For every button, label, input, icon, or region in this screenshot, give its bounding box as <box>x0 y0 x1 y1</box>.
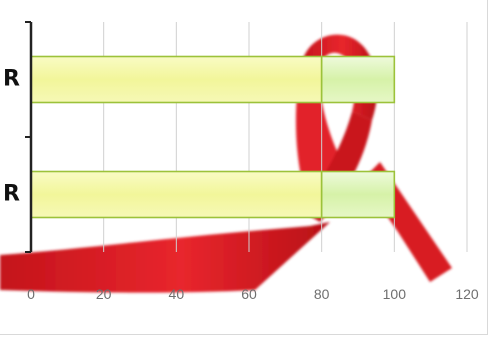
bar-segment <box>320 55 396 104</box>
bar-segment <box>320 170 396 219</box>
category-label: R <box>3 182 20 207</box>
x-tick-label: 60 <box>241 286 257 302</box>
x-tick-label: 80 <box>314 286 330 302</box>
x-tick-label: 0 <box>27 286 35 302</box>
bars <box>30 55 396 219</box>
bar-segment <box>30 55 323 104</box>
category-labels: RR <box>3 67 20 207</box>
x-tick-label: 100 <box>383 286 407 302</box>
x-tick-labels: 0 20 40 60 80 100 120 <box>27 286 479 302</box>
category-label: R <box>3 67 20 92</box>
x-tick-label: 20 <box>96 286 112 302</box>
x-tick-label: 120 <box>455 286 479 302</box>
bar-segment <box>30 170 323 219</box>
x-tick-label: 40 <box>169 286 185 302</box>
